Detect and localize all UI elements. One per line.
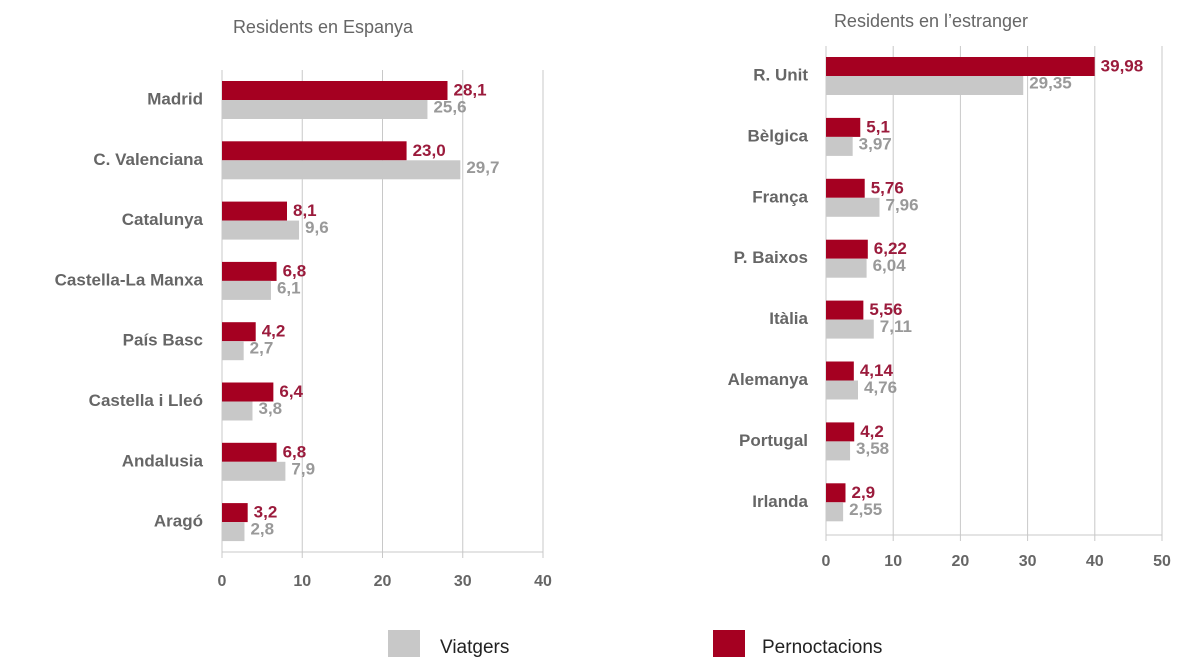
x-tick-label: 30 <box>454 573 472 590</box>
bar <box>826 197 880 217</box>
x-tick-label: 0 <box>218 573 227 590</box>
value-label: 3,58 <box>856 439 889 458</box>
value-label: 8,1 <box>293 201 317 220</box>
value-label: 7,11 <box>880 317 912 336</box>
value-label: 4,14 <box>860 361 894 380</box>
bar <box>222 401 253 421</box>
value-label: 3,97 <box>859 134 892 153</box>
category-label: C. Valenciana <box>93 150 203 169</box>
value-label: 29,35 <box>1029 73 1072 92</box>
bar <box>222 141 407 161</box>
category-label: Bèlgica <box>748 126 809 145</box>
bar <box>222 503 248 523</box>
bar <box>826 380 858 400</box>
bar <box>826 178 865 198</box>
bar <box>222 220 300 240</box>
category-label: Madrid <box>147 89 203 108</box>
category-label: França <box>752 187 808 206</box>
value-label: 39,98 <box>1101 56 1144 75</box>
bar <box>222 81 448 100</box>
value-label: 2,9 <box>851 483 875 502</box>
legend-swatch <box>713 630 745 657</box>
value-label: 5,56 <box>869 300 902 319</box>
bar <box>222 100 428 119</box>
category-label: País Basc <box>123 331 203 350</box>
x-tick-label: 0 <box>822 553 831 570</box>
subtitle: Residents en l’estranger <box>834 11 1028 31</box>
bar <box>826 483 846 503</box>
category-label: Itàlia <box>769 309 808 328</box>
value-label: 2,55 <box>849 500 882 519</box>
x-tick-label: 10 <box>293 573 311 590</box>
x-tick-label: 40 <box>1086 553 1104 570</box>
value-label: 3,2 <box>254 503 278 522</box>
legend-label: Viatgers <box>440 637 509 657</box>
bar <box>826 422 855 442</box>
subtitle: Residents en Espanya <box>233 17 414 37</box>
value-label: 6,8 <box>283 442 307 461</box>
bar <box>826 239 868 259</box>
bar <box>826 76 1024 95</box>
bar <box>826 117 861 137</box>
bar <box>222 201 288 221</box>
category-label: Castella i Lleó <box>89 391 203 410</box>
value-label: 3,8 <box>258 399 282 418</box>
x-tick-label: 20 <box>952 553 970 570</box>
category-label: P. Baixos <box>734 248 808 267</box>
legend-label: Pernoctacions <box>762 637 882 657</box>
value-label: 7,96 <box>885 195 918 214</box>
bar <box>826 136 853 156</box>
category-label: Catalunya <box>122 210 204 229</box>
bar <box>222 322 256 342</box>
category-label: Andalusia <box>122 451 204 470</box>
value-label: 4,2 <box>262 322 286 341</box>
category-label: Castella-La Manxa <box>55 270 204 289</box>
bar <box>826 319 874 339</box>
category-label: Alemanya <box>728 370 809 389</box>
value-label: 6,1 <box>277 278 301 297</box>
bar <box>826 57 1095 76</box>
value-label: 2,7 <box>250 339 274 358</box>
bar <box>222 280 271 300</box>
x-tick-label: 20 <box>374 573 392 590</box>
value-label: 23,0 <box>413 141 446 160</box>
value-label: 4,2 <box>860 422 884 441</box>
value-label: 28,1 <box>454 80 487 99</box>
bar <box>826 258 867 278</box>
value-label: 6,4 <box>279 382 303 401</box>
value-label: 5,76 <box>871 178 904 197</box>
category-label: Portugal <box>739 431 808 450</box>
bar <box>222 461 286 481</box>
x-tick-label: 10 <box>884 553 902 570</box>
value-label: 4,76 <box>864 378 897 397</box>
bar <box>222 522 245 542</box>
bar <box>222 341 244 361</box>
x-tick-label: 40 <box>534 573 552 590</box>
bar <box>826 441 851 461</box>
bar <box>826 300 864 320</box>
bar <box>826 361 854 381</box>
x-tick-label: 30 <box>1019 553 1037 570</box>
value-label: 25,6 <box>433 97 466 116</box>
legend-swatch <box>388 630 420 657</box>
value-label: 9,6 <box>305 218 329 237</box>
bar <box>222 382 274 402</box>
value-label: 6,22 <box>874 239 907 258</box>
bar <box>826 502 844 522</box>
category-label: Aragó <box>154 512 203 531</box>
x-tick-label: 50 <box>1153 553 1171 570</box>
value-label: 6,04 <box>873 256 907 275</box>
value-label: 5,1 <box>866 117 890 136</box>
value-label: 7,9 <box>291 459 315 478</box>
category-label: Irlanda <box>752 492 808 511</box>
category-label: R. Unit <box>753 65 808 84</box>
value-label: 2,8 <box>250 520 274 539</box>
value-label: 29,7 <box>466 158 499 177</box>
bar <box>222 442 277 462</box>
value-label: 6,8 <box>283 261 307 280</box>
bar <box>222 160 461 180</box>
bar <box>222 261 277 281</box>
